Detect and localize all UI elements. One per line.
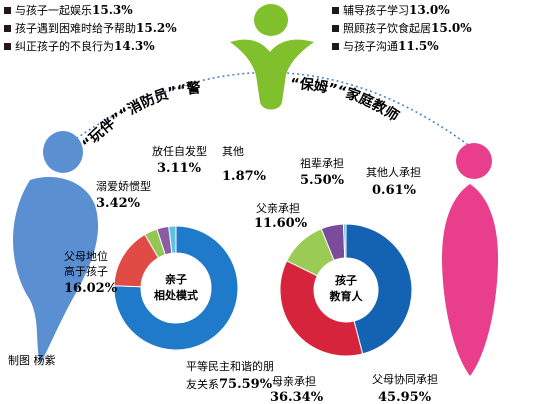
legend-left-item: 与孩子一起娱乐15.3% <box>4 3 133 17</box>
legend-left: 与孩子一起娱乐15.3% 孩子遇到困难时给予帮助15.2% 纠正孩子的不良行为1… <box>4 3 177 53</box>
legend-right-item: 与孩子沟通11.5% <box>332 39 439 53</box>
donut-center-title-line: 教育人 <box>329 289 364 303</box>
slice-value: 45.95% <box>378 390 432 404</box>
svg-text:与孩子沟通11.5%: 与孩子沟通11.5% <box>343 39 439 53</box>
credit-text: 制图 杨紫 <box>8 353 56 367</box>
slice-value: 75.59% <box>219 377 273 392</box>
svg-text:与孩子一起娱乐15.3%: 与孩子一起娱乐15.3% <box>15 3 133 17</box>
slice-label: 父亲承担 11.60% <box>254 201 308 231</box>
legend-right-item: 辅导孩子学习13.0% <box>332 3 450 17</box>
slice-label-text: 溺爱娇惯型 <box>96 179 151 193</box>
svg-text:友关系75.59%: 友关系75.59% <box>186 377 273 392</box>
slice-value: 1.87% <box>222 169 267 184</box>
donut-slice-0 <box>345 223 413 355</box>
slice-value: 5.50% <box>300 173 345 188</box>
slice-label-text: 父母地位 <box>64 249 108 263</box>
donut-slice-1 <box>279 260 364 357</box>
donut-chart-educator <box>279 223 413 357</box>
slice-label-text: 放任自发型 <box>152 144 207 158</box>
slice-label-text: 父母协同承担 <box>372 372 438 386</box>
slice-label-text: 祖辈承担 <box>300 156 344 170</box>
slice-value: 3.11% <box>157 161 202 176</box>
slice-value: 0.61% <box>372 183 417 198</box>
svg-text:孩子遇到困难时给予帮助15.2%: 孩子遇到困难时给予帮助15.2% <box>15 21 177 35</box>
slice-label: 放任自发型 3.11% <box>152 144 207 176</box>
slice-value: 16.02% <box>64 281 118 296</box>
slice-label-text: 其他人承担 <box>366 165 421 179</box>
legend-left-item: 纠正孩子的不良行为14.3% <box>4 39 155 53</box>
slice-label: 其他人承担 0.61% <box>366 165 421 198</box>
mother-figure <box>442 143 498 376</box>
slice-value: 3.42% <box>96 196 141 211</box>
donut-slice-4 <box>342 223 347 259</box>
slice-label: 平等民主和谐的朋 友关系75.59% <box>186 359 274 392</box>
child-figure <box>13 131 99 365</box>
donut-slice-4 <box>168 225 177 254</box>
svg-text:辅导孩子学习13.0%: 辅导孩子学习13.0% <box>343 3 450 17</box>
slice-label-text: 平等民主和谐的朋 <box>186 359 274 373</box>
slice-label-text: 父亲承担 <box>256 201 300 215</box>
slice-label: 祖辈承担 5.50% <box>300 156 345 188</box>
donut-slice-0 <box>113 225 239 351</box>
donut-center-title-line: 相处模式 <box>154 288 198 302</box>
slice-label-text: 高于孩子 <box>64 264 108 278</box>
legend-right-item: 照顾孩子饮食起居15.0% <box>332 21 472 35</box>
svg-text:纠正孩子的不良行为14.3%: 纠正孩子的不良行为14.3% <box>15 39 155 53</box>
legend-left-item: 孩子遇到困难时给予帮助15.2% <box>4 21 177 35</box>
legend-right: 辅导孩子学习13.0% 照顾孩子饮食起居15.0% 与孩子沟通11.5% <box>332 3 472 53</box>
slice-label: 其他 1.87% <box>222 145 267 184</box>
slice-label-text: 母亲承担 <box>272 374 316 388</box>
slice-label: 母亲承担 36.34% <box>270 374 324 404</box>
slice-label-text: 其他 <box>222 145 244 158</box>
donut-chart-parent-child-mode <box>113 225 239 351</box>
svg-text:照顾孩子饮食起居15.0%: 照顾孩子饮食起居15.0% <box>343 21 472 35</box>
donut-center-title-line: 孩子 <box>335 273 357 287</box>
role-words-right: “保姆”“家庭教师” <box>0 0 402 125</box>
slice-label: 父母地位 高于孩子 16.02% <box>64 249 118 296</box>
teacher-figure <box>230 4 314 110</box>
slice-value: 11.60% <box>254 216 308 231</box>
slice-label-text: 友关系 <box>186 377 219 391</box>
slice-label: 溺爱娇惯型 3.42% <box>96 179 151 211</box>
slice-label: 父母协同承担 45.95% <box>372 372 438 404</box>
donut-center-title-line: 亲子 <box>165 272 187 286</box>
slice-value: 36.34% <box>270 390 324 404</box>
